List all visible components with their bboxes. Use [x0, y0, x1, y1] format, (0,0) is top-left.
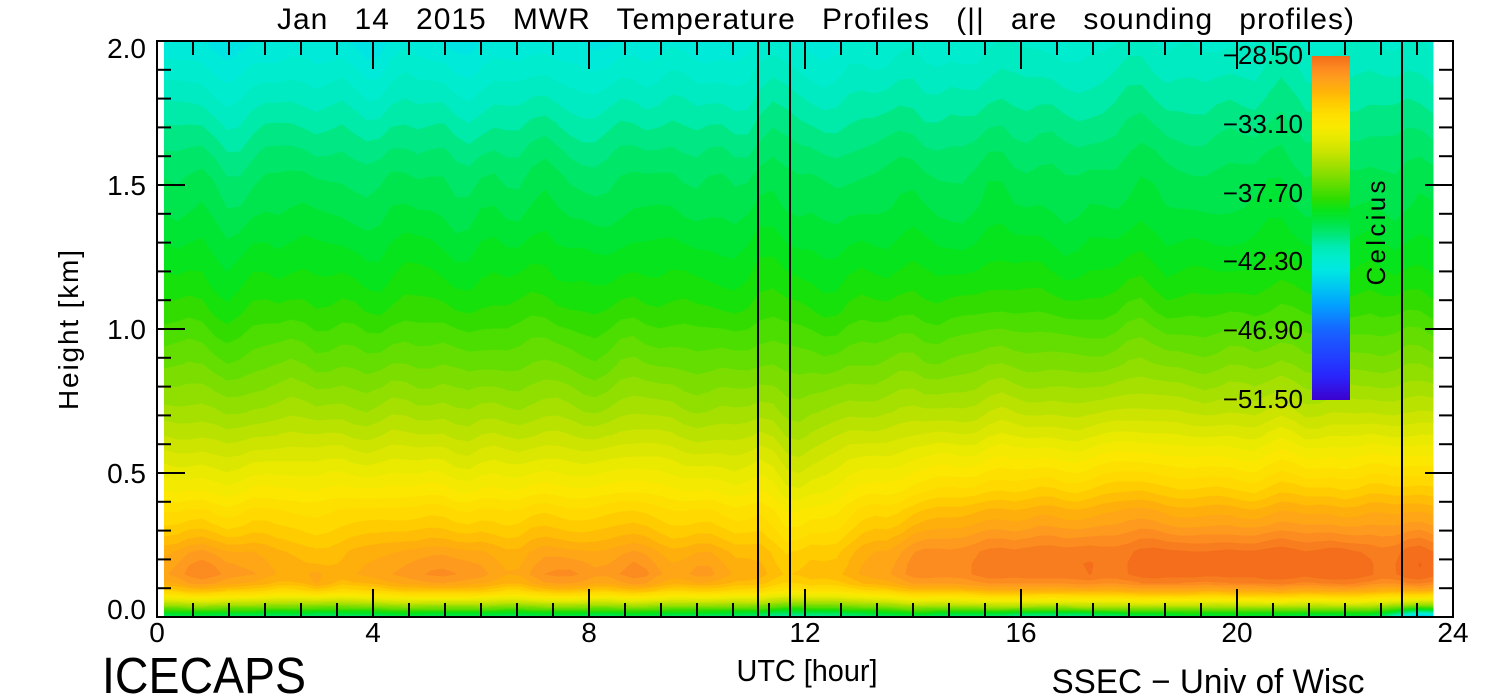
svg-text:0: 0 [149, 617, 165, 648]
svg-text:2.0: 2.0 [107, 33, 146, 64]
svg-text:ICECAPS: ICECAPS [102, 647, 306, 700]
svg-text:8: 8 [581, 617, 597, 648]
svg-text:20: 20 [1221, 617, 1252, 648]
svg-text:4: 4 [365, 617, 381, 648]
svg-text:Jan 14 2015 MWR Temperature Pr: Jan 14 2015 MWR Temperature Profiles (||… [277, 3, 1355, 36]
svg-text:24: 24 [1437, 617, 1468, 648]
svg-text:12: 12 [789, 617, 820, 648]
svg-text:−51.50: −51.50 [1223, 384, 1303, 414]
svg-text:−37.70: −37.70 [1223, 178, 1303, 208]
svg-text:1.5: 1.5 [107, 170, 146, 201]
svg-text:−42.30: −42.30 [1223, 246, 1303, 276]
svg-text:0.5: 0.5 [107, 458, 146, 489]
svg-text:16: 16 [1005, 617, 1036, 648]
svg-text:SSEC − Univ of Wisc: SSEC − Univ of Wisc [1052, 663, 1365, 700]
svg-text:UTC [hour]: UTC [hour] [737, 653, 878, 688]
svg-text:−33.10: −33.10 [1223, 109, 1303, 139]
svg-text:1.0: 1.0 [107, 314, 146, 345]
svg-text:−28.50: −28.50 [1223, 40, 1303, 70]
svg-text:−46.90: −46.90 [1223, 315, 1303, 345]
svg-text:0.0: 0.0 [107, 594, 146, 625]
svg-text:Celcius: Celcius [1361, 181, 1391, 286]
svg-text:Height [km]: Height [km] [53, 250, 84, 410]
